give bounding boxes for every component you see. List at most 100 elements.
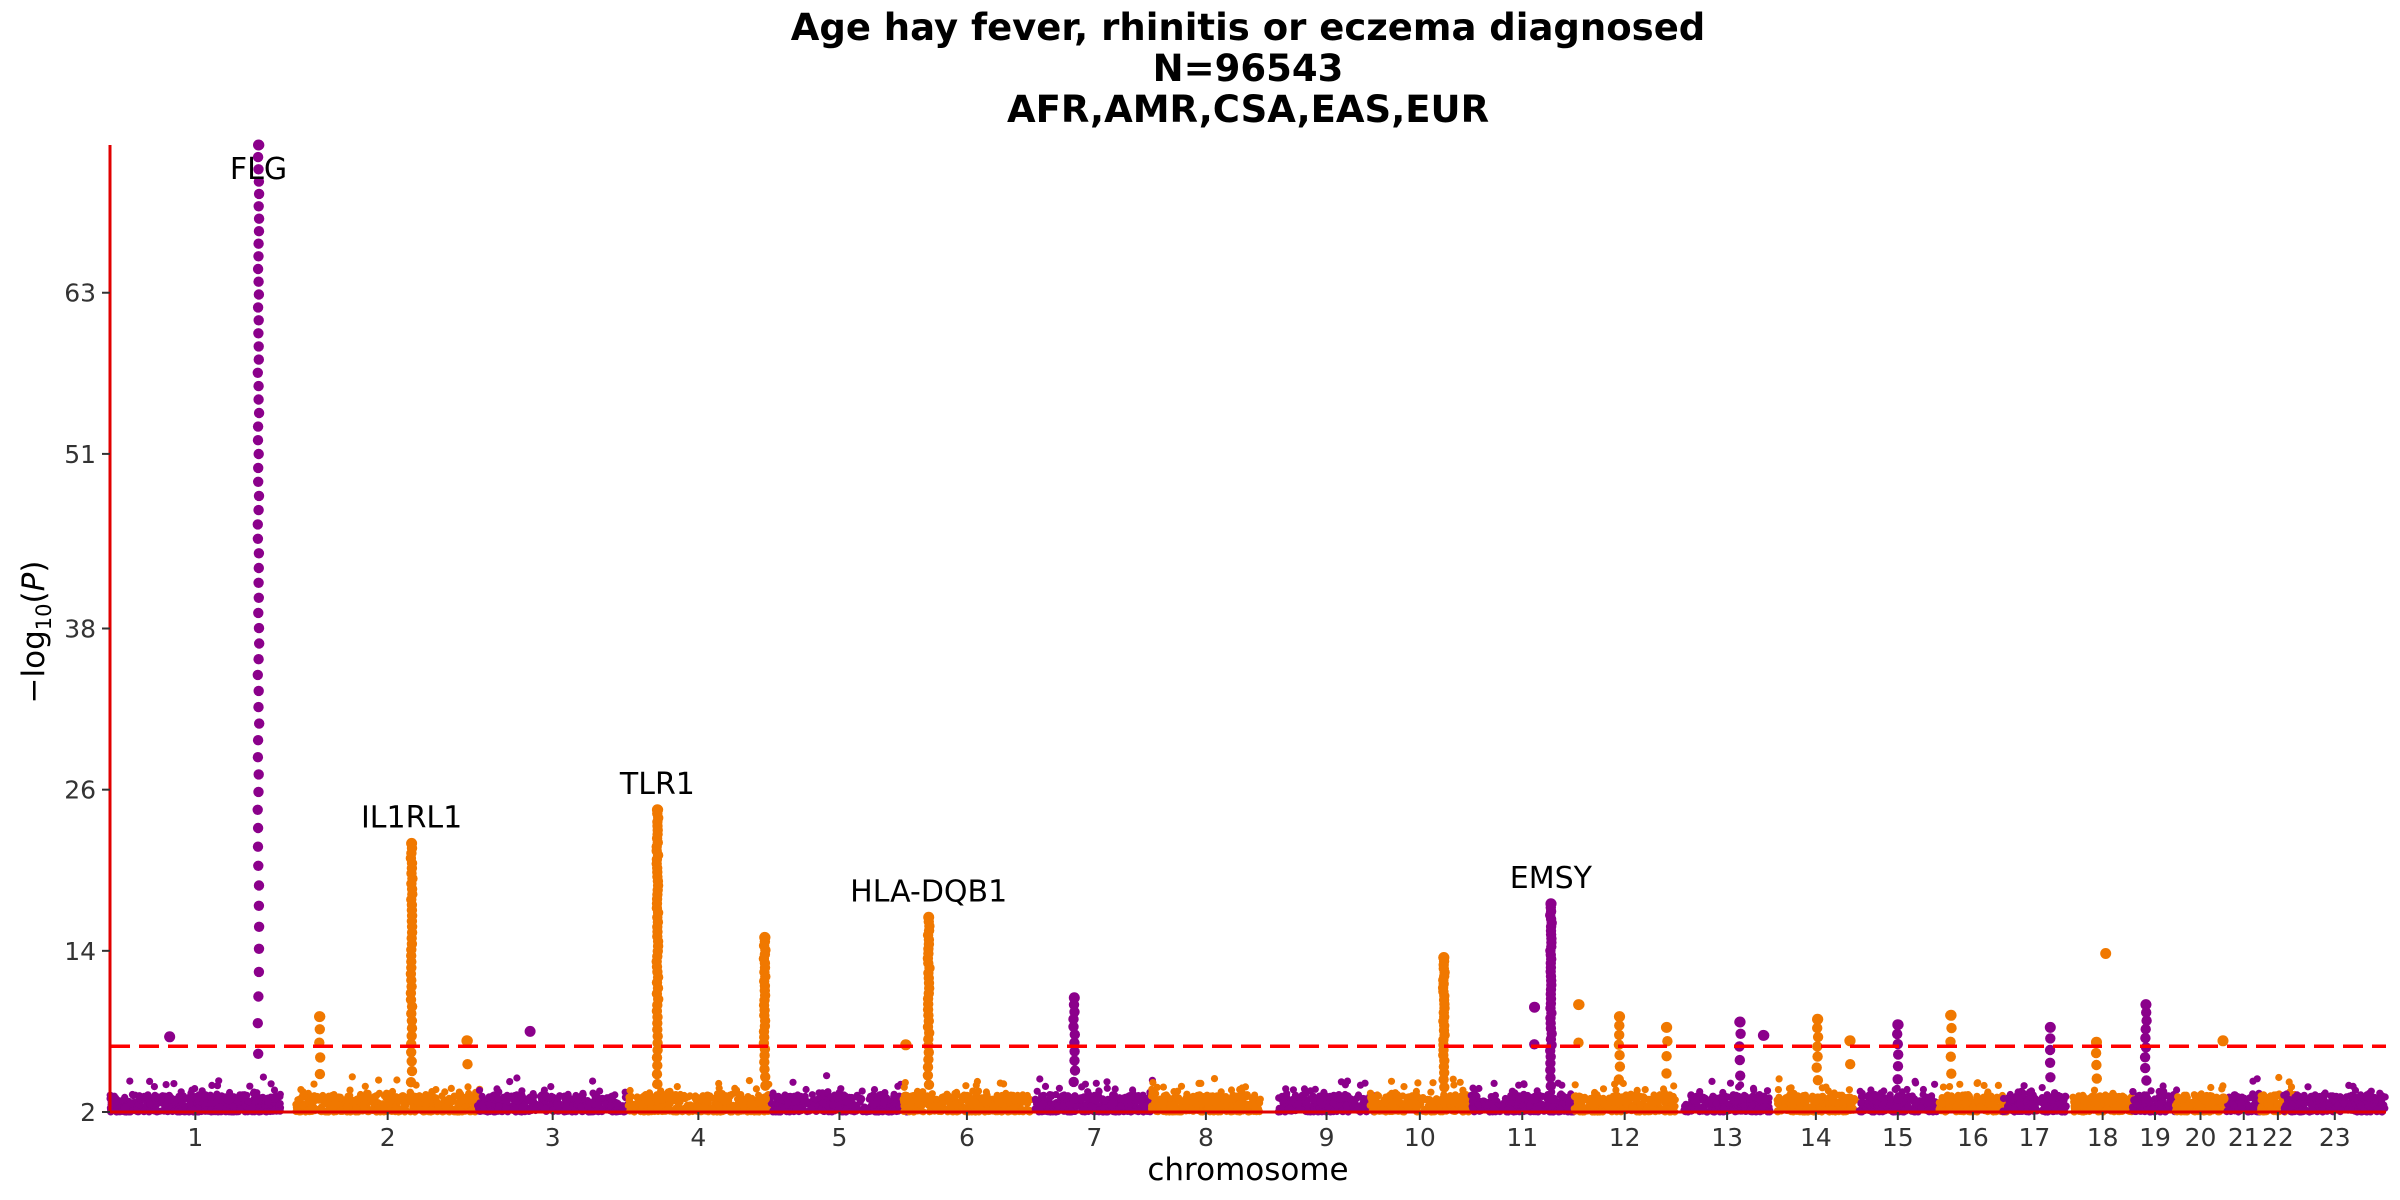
snp-point <box>752 1085 761 1093</box>
snp-point <box>1917 1104 1925 1112</box>
snp-point <box>1484 1101 1492 1109</box>
chromosome-9-points <box>1274 1077 1379 1116</box>
snp-point <box>450 1092 458 1100</box>
snp-point <box>1004 1095 1013 1103</box>
snp-point <box>1429 1079 1437 1087</box>
snp-point <box>858 1095 866 1103</box>
snp-point <box>919 1088 927 1096</box>
snp-point <box>136 1093 144 1101</box>
snp-point <box>611 1091 619 1099</box>
snp-point <box>191 1085 199 1093</box>
snp-point <box>596 1087 604 1095</box>
snp-point <box>270 1086 279 1094</box>
snp-point <box>1857 1098 1865 1106</box>
snp-point <box>718 1090 726 1098</box>
snp-point <box>784 1099 792 1107</box>
snp-point <box>1182 1102 1190 1110</box>
snp-point <box>1919 1085 1927 1094</box>
chromosome-8-points <box>1147 1075 1264 1116</box>
snp-point <box>161 1101 169 1109</box>
snp-point <box>1110 1091 1119 1099</box>
snp-point <box>998 1091 1006 1100</box>
snp-point <box>207 1099 215 1107</box>
snp-point <box>392 1093 400 1101</box>
snp-point <box>229 1102 237 1110</box>
chart-title-line-3: AFR,AMR,CSA,EAS,EUR <box>1007 88 1489 131</box>
chromosome-3-points <box>474 1074 632 1116</box>
snp-point <box>1759 1103 1767 1111</box>
snp-point <box>587 1099 595 1107</box>
snp-point <box>843 1098 851 1106</box>
snp-point <box>372 1092 380 1100</box>
snp-point <box>1912 1079 1920 1087</box>
snp-point <box>259 1073 267 1081</box>
snp-point <box>1250 1102 1258 1110</box>
snp-point <box>589 1077 597 1085</box>
snp-point <box>1294 1100 1302 1108</box>
snp-point <box>325 1101 334 1109</box>
snp-point <box>1905 1096 1914 1104</box>
snp-point <box>1337 1078 1345 1086</box>
snp-point <box>625 1093 633 1101</box>
snp-point <box>673 1083 681 1091</box>
snp-point <box>607 1102 615 1110</box>
snp-point <box>1111 1085 1119 1093</box>
snp-point <box>1336 1095 1344 1103</box>
snp-point <box>343 1102 351 1110</box>
snp-point <box>126 1077 134 1085</box>
snp-point <box>495 1088 503 1096</box>
snp-point <box>834 1091 842 1099</box>
snp-point <box>1059 1102 1067 1110</box>
snp-point <box>880 1099 888 1107</box>
snp-point <box>1233 1093 1241 1101</box>
snp-point <box>1558 1081 1566 1089</box>
snp-point <box>1346 1095 1355 1103</box>
snp-point <box>982 1088 991 1096</box>
snp-point <box>1427 1088 1435 1096</box>
snp-point <box>1469 1096 1477 1104</box>
snp-point <box>518 1093 526 1101</box>
snp-point <box>900 1083 908 1091</box>
snp-point <box>1593 1091 1601 1099</box>
snp-point <box>989 1102 997 1110</box>
snp-point <box>1210 1075 1219 1083</box>
snp-point <box>1913 1097 1921 1106</box>
snp-point <box>367 1095 375 1103</box>
snp-point <box>1046 1091 1054 1099</box>
snp-point <box>428 1091 436 1099</box>
snp-point <box>346 1092 354 1100</box>
chromosome-6-points <box>899 1077 1034 1116</box>
snp-point <box>1140 1102 1148 1110</box>
snp-point <box>1641 1086 1649 1094</box>
snp-point <box>1593 1097 1601 1105</box>
snp-point <box>485 1093 493 1101</box>
snp-point <box>1980 1081 1988 1090</box>
snp-point <box>1369 1097 1377 1105</box>
snp-point <box>1000 1080 1008 1088</box>
snp-point <box>146 1100 154 1108</box>
snp-point <box>1106 1102 1115 1110</box>
snp-point <box>1487 1093 1495 1101</box>
snp-point <box>1081 1080 1089 1088</box>
snp-point <box>1343 1077 1352 1085</box>
snp-point <box>1426 1099 1434 1107</box>
snp-point <box>1160 1092 1168 1100</box>
snp-point <box>715 1084 723 1092</box>
snp-point <box>668 1093 676 1101</box>
snp-point <box>1640 1093 1648 1101</box>
snp-point <box>962 1082 970 1090</box>
snp-point <box>708 1104 716 1112</box>
snp-point <box>1784 1093 1792 1101</box>
snp-point <box>201 1091 209 1099</box>
snp-point <box>300 1092 308 1100</box>
snp-point <box>494 1095 502 1103</box>
snp-point <box>1192 1100 1200 1108</box>
snp-point <box>478 1092 486 1100</box>
snp-point <box>264 1098 272 1106</box>
chromosome-5-points <box>767 1072 912 1116</box>
snp-point <box>1395 1098 1403 1106</box>
snp-point <box>735 1092 743 1100</box>
snp-point <box>1041 1082 1050 1090</box>
snp-point <box>151 1095 159 1103</box>
